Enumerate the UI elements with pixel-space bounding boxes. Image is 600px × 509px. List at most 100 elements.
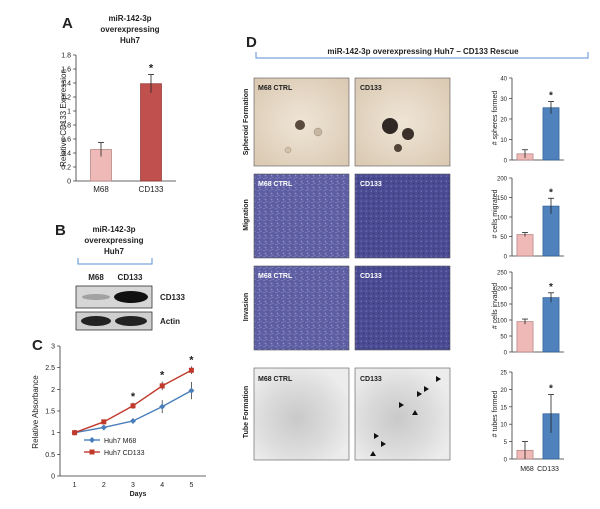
sphere-ghost: [284, 146, 292, 154]
image-tube-m68: [253, 367, 350, 461]
bar-cd133: [542, 297, 560, 353]
panel-c-ylabel: Relative Absorbance: [31, 375, 40, 449]
panel-b-title-line3: Huh7: [104, 247, 125, 256]
data-point: [159, 383, 165, 389]
x-tick-label: 2: [102, 482, 106, 489]
y-tick-label: 0.5: [45, 452, 55, 459]
image-tube-cd133: [354, 367, 451, 461]
image-migration-m68: [253, 173, 350, 259]
panel-b-bracket: [77, 258, 153, 265]
significance-star: *: [149, 63, 154, 75]
row-label-invasion: Invasion: [243, 293, 250, 321]
data-point: [130, 417, 136, 424]
y-tick-label: 150: [497, 196, 508, 202]
y-tick-label: 30: [500, 97, 507, 103]
y-tick-label: 250: [497, 271, 508, 277]
panel-letter-d: D: [246, 34, 257, 51]
y-tick-label: 0.2: [61, 165, 71, 172]
y-tick-label: 10: [500, 138, 507, 144]
chart-d-spheroid: 0 10 20 30 40 *: [500, 77, 564, 165]
data-point: [188, 367, 194, 373]
chart-d-invasion: 0 50 100 150 200 250 *: [497, 271, 564, 357]
y-tick-label: 0: [504, 458, 508, 464]
y-tick-label: 40: [500, 77, 507, 83]
sphere-small: [394, 144, 402, 152]
chart-c: 0 0.5 1 1.5 2 2.5 3 1 2 3 4 5 * * * Huh7 M68 Huh7 CD133: [45, 344, 206, 489]
y-tick-label: 2: [51, 387, 55, 394]
lane-label-m68: M68: [88, 273, 104, 282]
significance-star: *: [160, 370, 165, 382]
y-tick-label: 25: [500, 371, 507, 377]
panel-d: D miR-142-3p overexpressing Huh7 – CD133…: [243, 34, 589, 473]
row-invasion: Invasion M68 CTRL CD133 # cells invaded: [243, 265, 499, 351]
panel-letter-c: C: [32, 337, 43, 354]
significance-star: *: [131, 391, 136, 403]
band-actin-cd133: [115, 316, 147, 326]
y-tick-label: 0: [67, 179, 71, 186]
y-tick-label: 15: [500, 405, 507, 411]
y-tick-label: 1.4: [61, 81, 71, 88]
ylabel-invasion: # cells invaded: [492, 283, 499, 329]
y-tick-label: 50: [500, 235, 507, 241]
image-invasion-m68: [253, 265, 350, 351]
y-tick-label: 20: [500, 388, 507, 394]
y-tick-label: 1: [51, 430, 55, 437]
y-tick-label: 0.4: [61, 151, 71, 158]
legend-label: Huh7 CD133: [104, 450, 145, 457]
significance-star: *: [549, 282, 553, 293]
x-tick-label: M68: [93, 185, 109, 194]
y-tick-label: 1.6: [61, 67, 71, 74]
sphere-medium: [402, 128, 414, 140]
data-point: [130, 403, 136, 409]
chart-a: 0 0.2 0.4 0.6 0.8 1 1.2 1.4 1.6 1.8 M68 * CD133: [61, 53, 176, 194]
row-migration: Migration M68 CTRL CD133 # cells migrate…: [243, 173, 499, 259]
tag-tube-cd133: CD133: [360, 376, 382, 383]
y-tick-label: 0: [504, 159, 508, 165]
bar-xlabel-m68: M68: [520, 466, 534, 473]
panel-a-title-line1: miR-142-3p: [108, 14, 151, 23]
tag-spheroid-cd133: CD133: [360, 85, 382, 92]
panel-c: C Relative Absorbance Days 0 0.5 1 1.5 2 2.5 3…: [31, 337, 206, 498]
y-tick-label: 0: [51, 474, 55, 481]
panel-letter-a: A: [62, 15, 73, 32]
row-label-tube: Tube Formation: [243, 386, 250, 438]
significance-star: *: [189, 354, 194, 366]
data-point: [101, 419, 107, 425]
panel-a: A miR-142-3p overexpressing Huh7 Relativ…: [59, 14, 176, 194]
y-tick-label: 0: [504, 351, 508, 357]
ylabel-tube: # tubes formed: [492, 391, 499, 438]
tube-arrowheads: [370, 376, 441, 456]
row-spheroid: Spheroid Formation M68 CTRL CD133 # sphe…: [243, 77, 499, 167]
significance-star: *: [549, 187, 553, 198]
data-point: [188, 387, 195, 394]
x-tick-label: 1: [73, 482, 77, 489]
y-tick-label: 0.8: [61, 123, 71, 130]
tag-spheroid-m68: M68 CTRL: [258, 85, 293, 92]
lane-label-cd133: CD133: [118, 273, 143, 282]
image-invasion-cd133: [354, 265, 451, 351]
y-tick-label: 100: [497, 319, 508, 325]
panel-b: B miR-142-3p overexpressing Huh7 M68 CD1…: [55, 222, 185, 331]
image-migration-cd133: [354, 173, 451, 259]
panel-d-bracket: [255, 52, 589, 59]
significance-star: *: [549, 91, 553, 102]
y-tick-label: 5: [504, 440, 508, 446]
row-tube: Tube Formation M68 CTRL CD133 # tubes fo…: [243, 367, 499, 461]
ylabel-migration: # cells migrated: [492, 189, 499, 238]
x-tick-label: 5: [189, 482, 193, 489]
y-tick-label: 200: [497, 287, 508, 293]
y-tick-label: 50: [500, 335, 507, 341]
band-cd133-m68: [82, 294, 110, 300]
panel-d-header: miR-142-3p overexpressing Huh7 – CD133 R…: [327, 47, 519, 56]
y-tick-label: 10: [500, 423, 507, 429]
tag-invasion-m68: M68 CTRL: [258, 273, 293, 280]
data-point: [159, 403, 166, 410]
data-point: [100, 424, 107, 431]
row-label-migration: Migration: [243, 199, 250, 231]
tag-migration-m68: M68 CTRL: [258, 181, 293, 188]
bar-m68: [516, 321, 534, 353]
y-tick-label: 1.8: [61, 53, 71, 60]
chart-d-tube: 0 5 10 15 20 25 *: [500, 371, 564, 464]
x-tick-label: 3: [131, 482, 135, 489]
